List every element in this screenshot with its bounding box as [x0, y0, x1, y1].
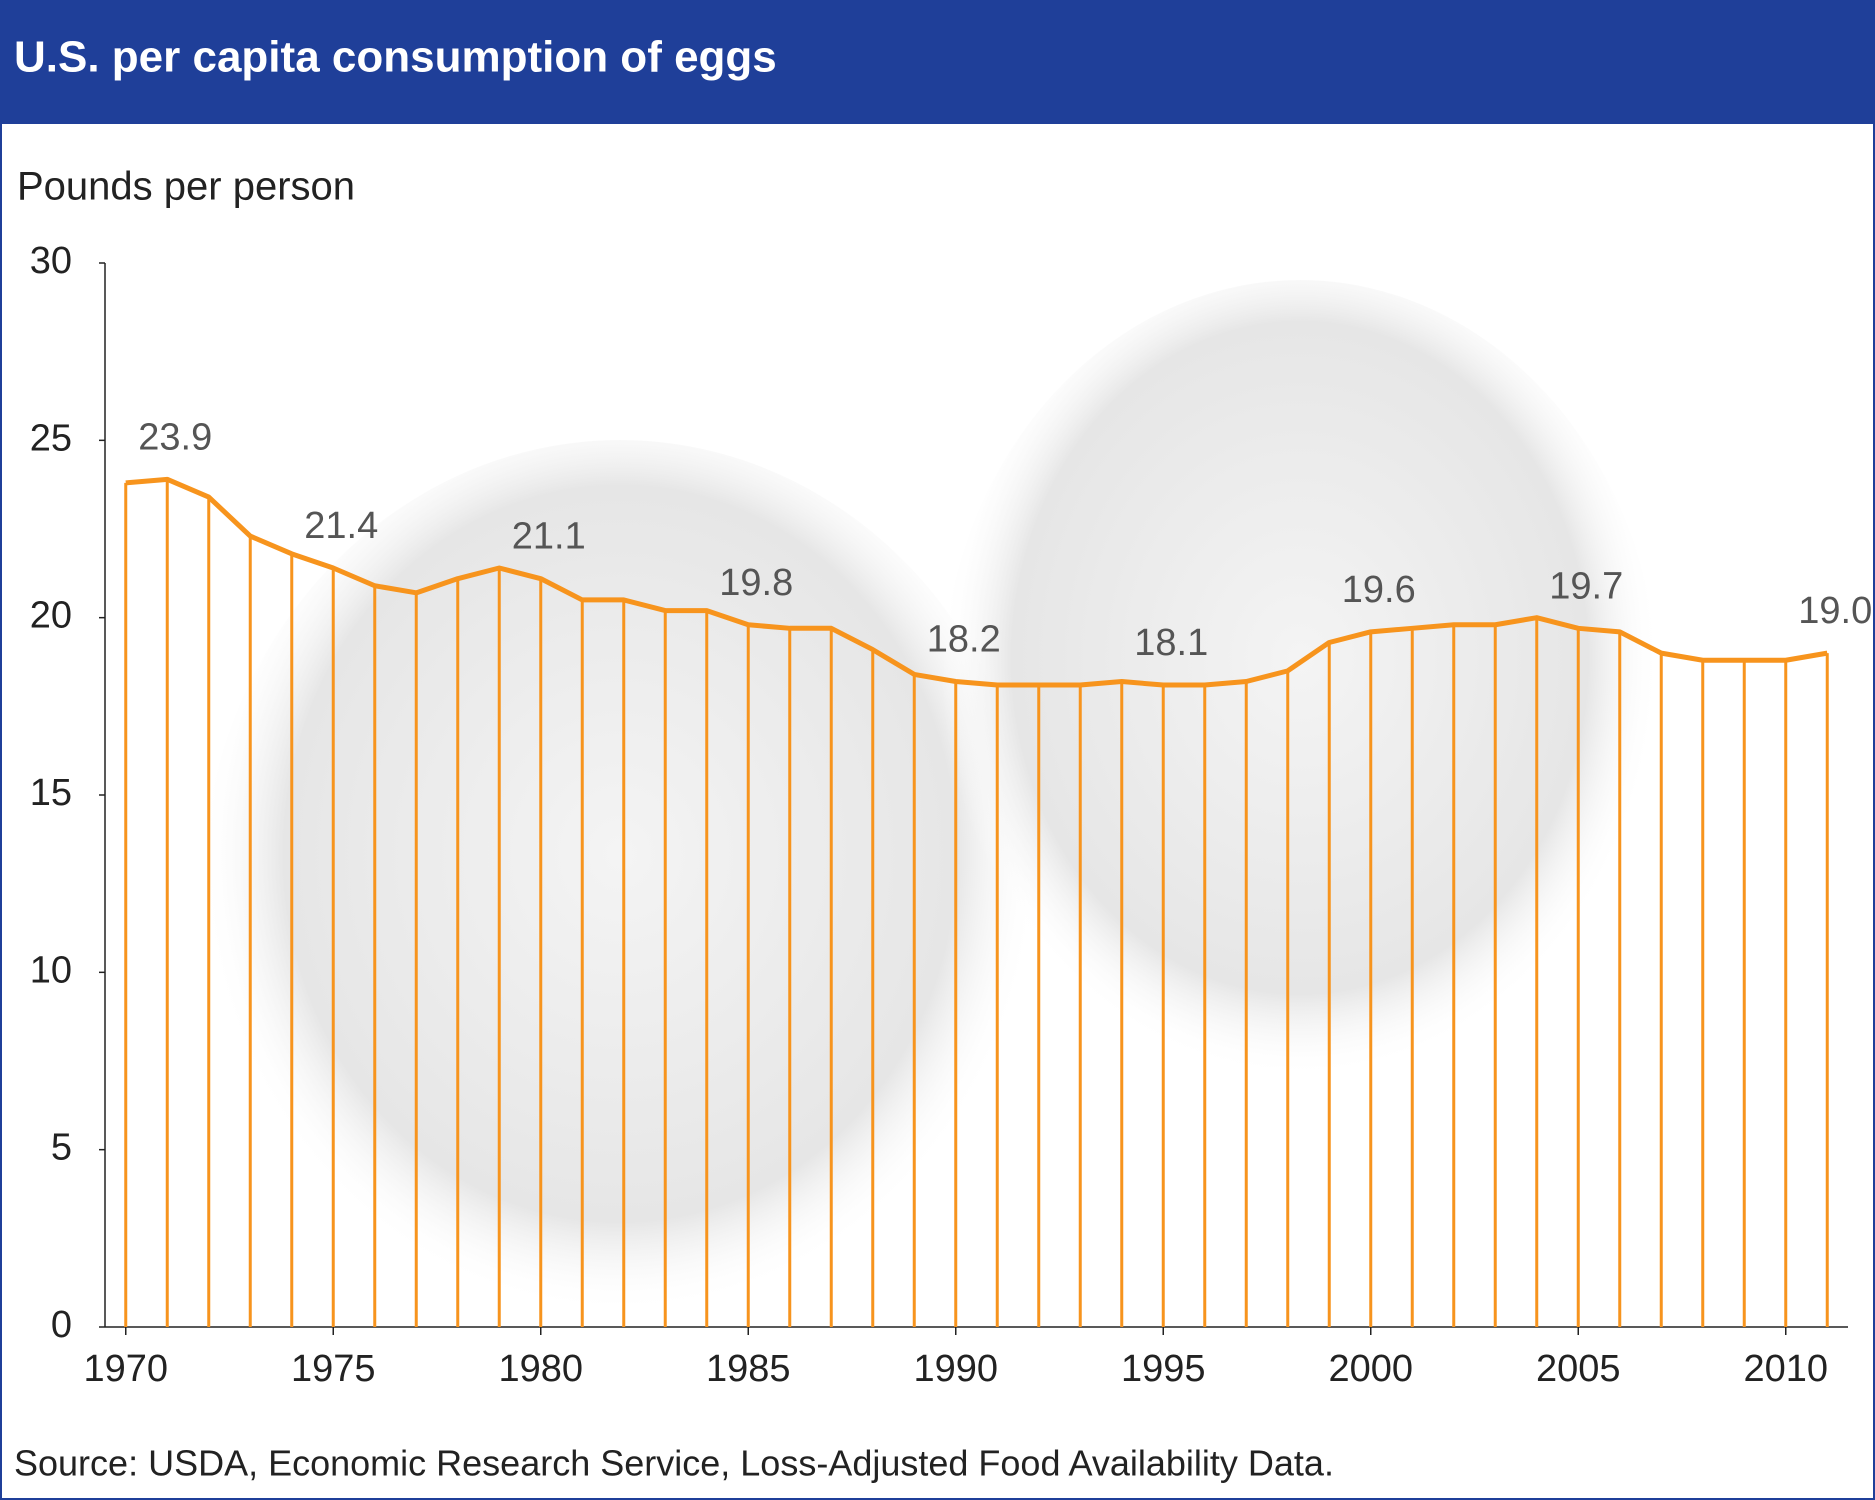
- x-tick-label: 2005: [1536, 1348, 1621, 1390]
- x-tick-label: 2000: [1328, 1348, 1413, 1390]
- background-egg: [940, 280, 1660, 1120]
- y-tick-label: 25: [30, 417, 72, 459]
- data-label: 21.4: [304, 505, 378, 547]
- data-label: 18.2: [927, 619, 1001, 661]
- x-tick-label: 2010: [1743, 1348, 1828, 1390]
- y-tick-label: 5: [51, 1127, 72, 1169]
- data-label: 19.7: [1549, 565, 1623, 607]
- y-tick-label: 0: [51, 1304, 72, 1346]
- source-note: Source: USDA, Economic Research Service,…: [14, 1443, 1334, 1484]
- x-tick-label: 1970: [83, 1348, 168, 1390]
- x-tick-label: 1985: [706, 1348, 791, 1390]
- x-tick-label: 1995: [1121, 1348, 1206, 1390]
- data-label: 18.1: [1134, 622, 1208, 664]
- x-tick-label: 1980: [498, 1348, 583, 1390]
- y-tick-label: 15: [30, 772, 72, 814]
- data-label: 23.9: [138, 416, 212, 458]
- data-label: 19.8: [719, 562, 793, 604]
- y-axis-label: Pounds per person: [17, 165, 355, 209]
- y-tick-label: 30: [30, 240, 72, 282]
- data-label: 19.6: [1342, 569, 1416, 611]
- x-tick-label: 1975: [291, 1348, 376, 1390]
- title-bar: [0, 0, 1875, 124]
- data-label: 21.1: [512, 516, 586, 558]
- data-line: [125, 476, 1828, 688]
- x-tick-label: 1990: [913, 1348, 998, 1390]
- data-label: 19.0: [1798, 590, 1872, 632]
- y-tick-label: 20: [30, 595, 72, 637]
- chart-title: U.S. per capita consumption of eggs: [14, 33, 777, 82]
- y-tick-label: 10: [30, 949, 72, 991]
